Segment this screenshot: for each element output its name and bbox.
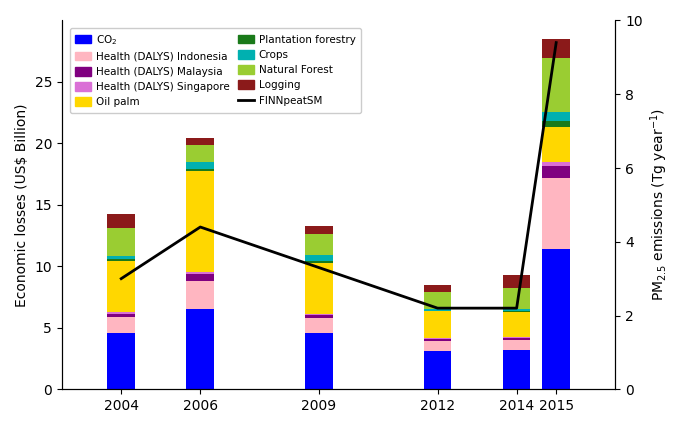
Bar — [424, 285, 451, 292]
Bar — [305, 318, 333, 333]
Bar — [305, 262, 333, 263]
Bar — [186, 145, 214, 162]
Legend: CO$_2$, Health (DALYS) Indonesia, Health (DALYS) Malaysia, Health (DALYS) Singap: CO$_2$, Health (DALYS) Indonesia, Health… — [70, 27, 361, 113]
Bar — [108, 317, 135, 333]
Bar — [424, 292, 451, 309]
Bar — [424, 351, 451, 389]
Bar — [424, 339, 451, 342]
Bar — [186, 274, 214, 281]
Bar — [543, 39, 570, 58]
Bar — [424, 309, 451, 311]
Bar — [186, 138, 214, 145]
Bar — [503, 337, 530, 338]
Bar — [543, 178, 570, 249]
Bar — [503, 350, 530, 389]
Bar — [186, 171, 214, 272]
Bar — [108, 312, 135, 314]
Bar — [424, 342, 451, 351]
Bar — [186, 309, 214, 389]
Bar — [108, 261, 135, 312]
Bar — [503, 309, 530, 311]
Y-axis label: Economic losses (US$ Billion): Economic losses (US$ Billion) — [15, 103, 29, 306]
Bar — [503, 275, 530, 288]
Bar — [305, 315, 333, 318]
Bar — [543, 162, 570, 166]
Bar — [108, 228, 135, 256]
Bar — [186, 272, 214, 274]
Bar — [543, 249, 570, 389]
Bar — [305, 226, 333, 234]
Bar — [305, 255, 333, 262]
Bar — [543, 58, 570, 112]
Bar — [305, 234, 333, 255]
Bar — [108, 259, 135, 261]
Bar — [424, 311, 451, 338]
Bar — [503, 288, 530, 309]
Bar — [305, 333, 333, 389]
Bar — [503, 340, 530, 350]
Bar — [186, 162, 214, 169]
Bar — [108, 214, 135, 228]
Bar — [305, 314, 333, 315]
Bar — [543, 166, 570, 178]
Bar — [543, 128, 570, 162]
Bar — [108, 314, 135, 317]
Bar — [503, 338, 530, 340]
Bar — [186, 169, 214, 171]
Bar — [305, 263, 333, 314]
Bar — [108, 256, 135, 259]
Bar — [543, 112, 570, 121]
Bar — [503, 312, 530, 337]
Y-axis label: PM$_{2.5}$ emissions (Tg year$^{-1}$): PM$_{2.5}$ emissions (Tg year$^{-1}$) — [649, 108, 670, 301]
Bar — [108, 333, 135, 389]
Bar — [424, 338, 451, 339]
Bar — [186, 281, 214, 309]
Bar — [543, 121, 570, 128]
Bar — [503, 311, 530, 312]
